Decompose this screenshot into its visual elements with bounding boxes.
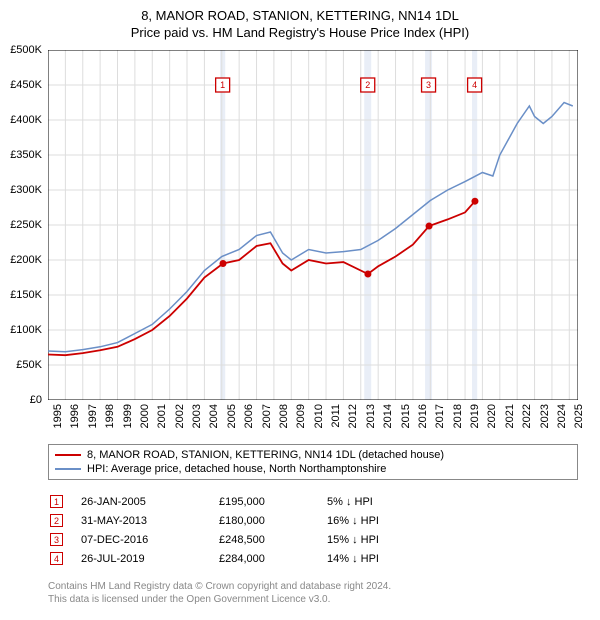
- y-axis-tick-label: £300K: [10, 184, 42, 196]
- transaction-date: 31-MAY-2013: [81, 515, 201, 527]
- svg-text:1: 1: [220, 80, 225, 90]
- footer-attribution: Contains HM Land Registry data © Crown c…: [48, 580, 578, 606]
- y-axis-tick-label: £250K: [10, 219, 42, 231]
- x-axis-tick-label: 2003: [191, 404, 203, 428]
- y-axis-tick-label: £100K: [10, 324, 42, 336]
- x-axis-tick-label: 2000: [139, 404, 151, 428]
- transaction-row: 1 26-JAN-2005 £195,000 5% ↓ HPI: [48, 492, 578, 511]
- chart-title-line2: Price paid vs. HM Land Registry's House …: [0, 23, 600, 46]
- x-axis-tick-label: 2015: [400, 404, 412, 428]
- footer-line2: This data is licensed under the Open Gov…: [48, 593, 578, 606]
- transaction-diff: 15% ↓ HPI: [327, 534, 437, 546]
- transaction-row: 2 31-MAY-2013 £180,000 16% ↓ HPI: [48, 511, 578, 530]
- x-axis-tick-label: 2017: [434, 404, 446, 428]
- transaction-price: £195,000: [219, 496, 309, 508]
- x-axis-tick-label: 2002: [174, 404, 186, 428]
- x-axis-tick-label: 2019: [469, 404, 481, 428]
- x-axis-tick-label: 2024: [556, 404, 568, 428]
- x-axis-tick-label: 2025: [573, 404, 585, 428]
- transaction-marker: 2: [50, 514, 63, 527]
- x-axis-tick-label: 2022: [521, 404, 533, 428]
- chart-title-line1: 8, MANOR ROAD, STANION, KETTERING, NN14 …: [0, 0, 600, 23]
- x-axis-tick-label: 1997: [87, 404, 99, 428]
- transaction-table: 1 26-JAN-2005 £195,000 5% ↓ HPI 2 31-MAY-2013…: [48, 492, 578, 568]
- svg-text:4: 4: [472, 80, 477, 90]
- x-axis-tick-label: 2001: [156, 404, 168, 428]
- y-axis-tick-label: £150K: [10, 289, 42, 301]
- x-axis-tick-label: 2023: [539, 404, 551, 428]
- y-axis-tick-label: £200K: [10, 254, 42, 266]
- transaction-row: 3 07-DEC-2016 £248,500 15% ↓ HPI: [48, 530, 578, 549]
- y-axis-tick-label: £50K: [16, 359, 42, 371]
- x-axis-tick-label: 2021: [504, 404, 516, 428]
- x-axis-tick-label: 2012: [347, 404, 359, 428]
- y-axis-tick-label: £0: [30, 394, 42, 406]
- x-axis-tick-label: 2020: [486, 404, 498, 428]
- x-axis-tick-label: 2014: [382, 404, 394, 428]
- svg-text:2: 2: [365, 80, 370, 90]
- y-axis-tick-label: £500K: [10, 44, 42, 56]
- transaction-price: £284,000: [219, 553, 309, 565]
- transaction-price: £248,500: [219, 534, 309, 546]
- y-axis-tick-label: £450K: [10, 79, 42, 91]
- x-axis-tick-label: 2004: [208, 404, 220, 428]
- legend-swatch: [55, 468, 81, 470]
- transaction-marker: 4: [50, 552, 63, 565]
- x-axis-tick-label: 2013: [365, 404, 377, 428]
- legend-item: HPI: Average price, detached house, Nort…: [55, 462, 571, 476]
- x-axis-tick-label: 1999: [122, 404, 134, 428]
- legend-swatch: [55, 454, 81, 456]
- x-axis-tick-label: 2007: [261, 404, 273, 428]
- legend-item: 8, MANOR ROAD, STANION, KETTERING, NN14 …: [55, 448, 571, 462]
- x-axis-tick-label: 2010: [313, 404, 325, 428]
- x-axis-tick-label: 2011: [330, 404, 342, 428]
- x-axis-tick-label: 2018: [452, 404, 464, 428]
- transaction-diff: 16% ↓ HPI: [327, 515, 437, 527]
- legend-box: 8, MANOR ROAD, STANION, KETTERING, NN14 …: [48, 444, 578, 480]
- x-axis-tick-label: 2016: [417, 404, 429, 428]
- x-axis-tick-label: 1996: [69, 404, 81, 428]
- transaction-price: £180,000: [219, 515, 309, 527]
- chart-svg: 1 2 3 4: [48, 50, 578, 400]
- svg-text:3: 3: [426, 80, 431, 90]
- transaction-row: 4 26-JUL-2019 £284,000 14% ↓ HPI: [48, 549, 578, 568]
- transaction-date: 26-JAN-2005: [81, 496, 201, 508]
- transaction-marker: 1: [50, 495, 63, 508]
- x-axis-tick-label: 2005: [226, 404, 238, 428]
- x-axis-tick-label: 2008: [278, 404, 290, 428]
- chart-plot-area: 1234 £0£50K£100K£150K£200K£250K£300K£350…: [48, 50, 578, 400]
- transaction-date: 26-JUL-2019: [81, 553, 201, 565]
- transaction-marker: 3: [50, 533, 63, 546]
- y-axis-tick-label: £400K: [10, 114, 42, 126]
- x-axis-tick-label: 1995: [52, 404, 64, 428]
- x-axis-tick-label: 2009: [295, 404, 307, 428]
- legend-label: 8, MANOR ROAD, STANION, KETTERING, NN14 …: [87, 449, 444, 461]
- footer-line1: Contains HM Land Registry data © Crown c…: [48, 580, 578, 593]
- transaction-date: 07-DEC-2016: [81, 534, 201, 546]
- transaction-diff: 14% ↓ HPI: [327, 553, 437, 565]
- legend-label: HPI: Average price, detached house, Nort…: [87, 463, 386, 475]
- x-axis-tick-label: 2006: [243, 404, 255, 428]
- transaction-diff: 5% ↓ HPI: [327, 496, 437, 508]
- x-axis-tick-label: 1998: [104, 404, 116, 428]
- y-axis-tick-label: £350K: [10, 149, 42, 161]
- chart-container: 8, MANOR ROAD, STANION, KETTERING, NN14 …: [0, 0, 600, 620]
